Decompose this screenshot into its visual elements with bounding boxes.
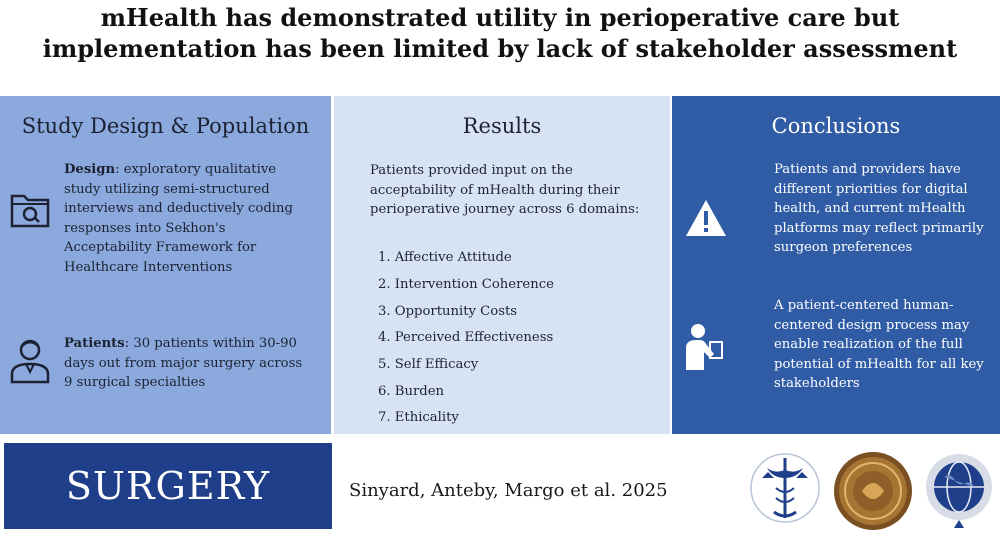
design-description: : exploratory qualitative study utilizin…	[64, 162, 293, 275]
list-item: 7. Ethicality	[378, 410, 459, 425]
list-item: 4. Perceived Effectiveness	[378, 330, 554, 345]
conclusions-heading: Conclusions	[771, 114, 901, 138]
list-item: 3. Opportunity Costs	[378, 304, 518, 319]
presenter-icon	[686, 324, 723, 370]
conclusion-1: Patients and providers have different pr…	[774, 162, 984, 255]
patient-icon	[10, 339, 50, 384]
patients-text: Patients: 30 patients within 30-90 days …	[64, 334, 304, 393]
journal-box: SURGERY	[4, 443, 332, 529]
authors: Sinyard, Anteby, Margo et al. 2025	[349, 480, 668, 501]
society-logo	[750, 453, 820, 523]
list-item: 5. Self Efficacy	[378, 357, 479, 372]
conclusions-panel: Conclusions Patients and providers have …	[672, 96, 1000, 434]
list-item: 1. Affective Attitude	[378, 250, 512, 265]
results-panel: Results Patients provided input on the a…	[334, 96, 670, 434]
title: mHealth has demonstrated utility in peri…	[0, 2, 1000, 64]
results-heading: Results	[462, 114, 542, 138]
title-line-1: mHealth has demonstrated utility in peri…	[100, 3, 900, 32]
globe-logo	[926, 454, 992, 528]
bronze-seal-logo	[834, 452, 912, 530]
journal-name: SURGERY	[65, 464, 271, 508]
design-text: Design: exploratory qualitative study ut…	[64, 160, 304, 277]
list-item: 6. Burden	[378, 384, 445, 399]
title-line-2: implementation has been limited by lack …	[42, 34, 958, 63]
study-design-heading: Study Design & Population	[21, 114, 310, 138]
study-design-panel: Study Design & Population Design: explor…	[0, 96, 331, 434]
list-item: 2. Intervention Coherence	[378, 277, 554, 292]
results-intro: Patients provided input on the acceptabi…	[370, 163, 640, 217]
design-label: Design	[64, 162, 116, 177]
folder-search-icon	[10, 194, 50, 228]
warning-icon	[686, 200, 726, 236]
conclusion-2: A patient-centered human-centered design…	[774, 298, 984, 391]
patients-description: : 30 patients within 30-90 days out from…	[64, 336, 303, 390]
patients-label: Patients	[64, 336, 125, 351]
